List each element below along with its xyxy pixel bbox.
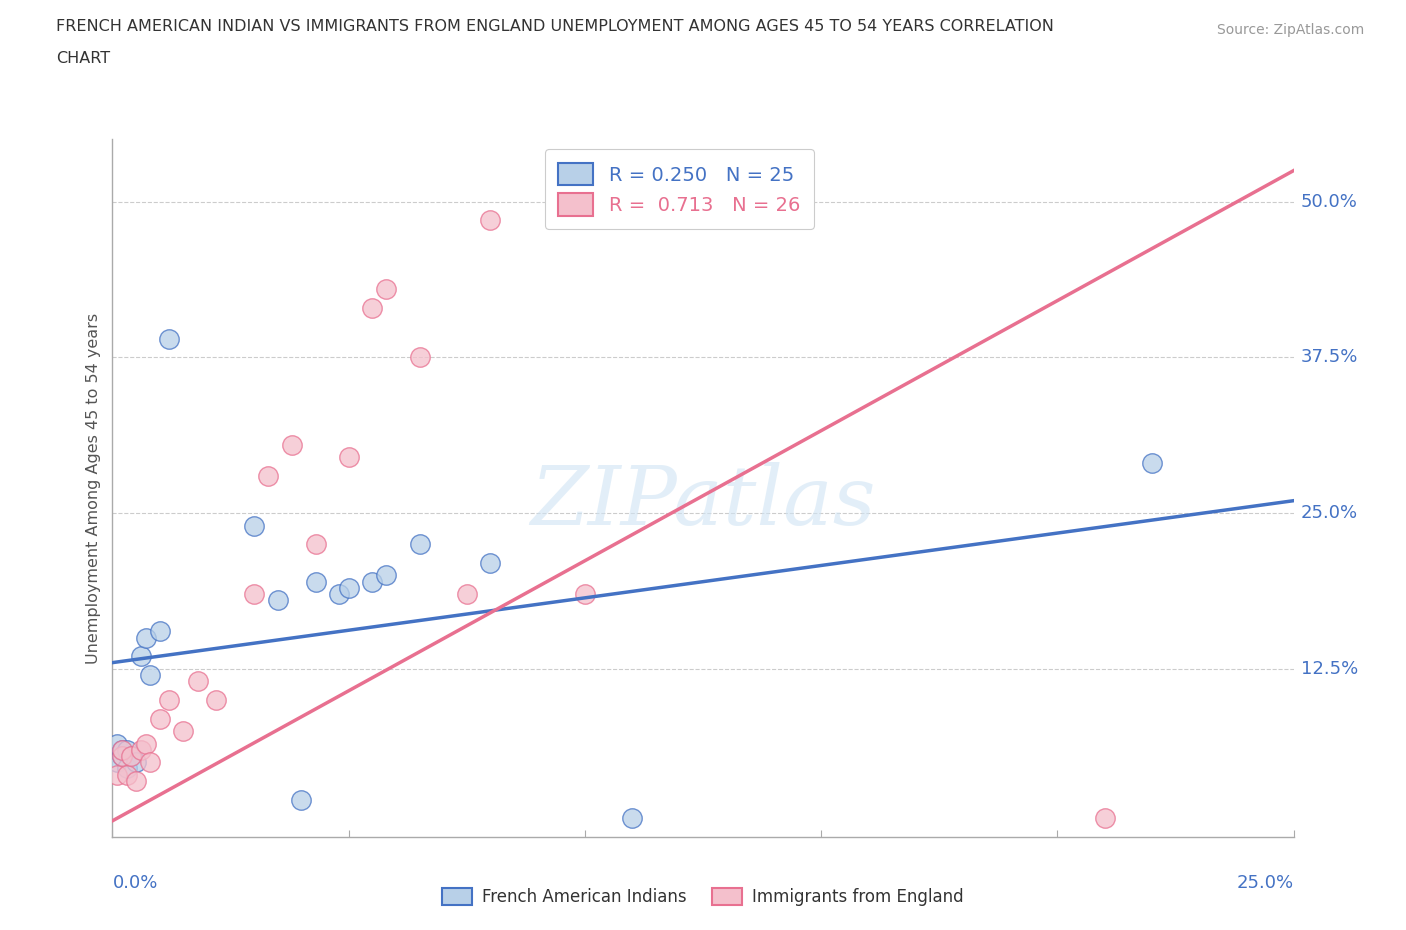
Text: 0.0%: 0.0% <box>112 874 157 892</box>
Legend: French American Indians, Immigrants from England: French American Indians, Immigrants from… <box>436 881 970 912</box>
Text: 25.0%: 25.0% <box>1236 874 1294 892</box>
Y-axis label: Unemployment Among Ages 45 to 54 years: Unemployment Among Ages 45 to 54 years <box>86 312 101 664</box>
Text: CHART: CHART <box>56 51 110 66</box>
Text: 50.0%: 50.0% <box>1301 193 1357 211</box>
Text: 37.5%: 37.5% <box>1301 349 1358 366</box>
Text: ZIPatlas: ZIPatlas <box>530 462 876 542</box>
Text: 25.0%: 25.0% <box>1301 504 1358 522</box>
Text: FRENCH AMERICAN INDIAN VS IMMIGRANTS FROM ENGLAND UNEMPLOYMENT AMONG AGES 45 TO : FRENCH AMERICAN INDIAN VS IMMIGRANTS FRO… <box>56 19 1054 33</box>
Text: Source: ZipAtlas.com: Source: ZipAtlas.com <box>1216 23 1364 37</box>
Text: 12.5%: 12.5% <box>1301 660 1358 678</box>
Legend: R = 0.250   N = 25, R =  0.713   N = 26: R = 0.250 N = 25, R = 0.713 N = 26 <box>544 149 814 229</box>
